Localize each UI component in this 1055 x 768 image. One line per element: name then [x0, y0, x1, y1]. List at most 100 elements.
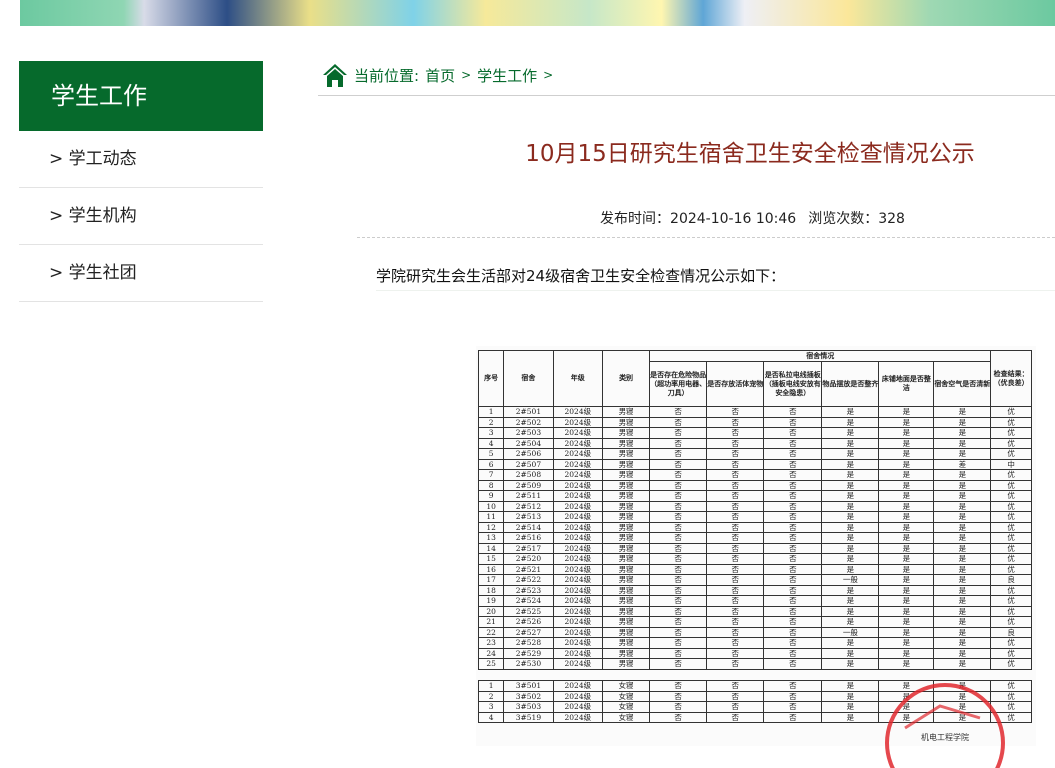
- table-cell: 否: [649, 690, 708, 702]
- table-cell: 优: [990, 490, 1032, 502]
- table-cell: 2024级: [552, 647, 603, 659]
- table-cell: 2#509: [503, 479, 554, 491]
- table-cell: 否: [706, 680, 765, 692]
- table-cell: 否: [763, 511, 823, 523]
- table-cell: 2024级: [552, 500, 603, 512]
- table-cell: 否: [649, 511, 708, 523]
- table-cell: 2024级: [552, 711, 603, 723]
- sidebar-item-organizations[interactable]: > 学生机构: [19, 188, 263, 245]
- table-row: 15 2#520 2024级 男寝否否否是是是优: [477, 553, 1032, 565]
- header-cell: 序号: [477, 350, 505, 407]
- header-banner: [20, 0, 1055, 26]
- table-cell: 否: [706, 553, 765, 565]
- table-cell: 是: [878, 511, 935, 523]
- table-cell: 2#503: [503, 427, 554, 439]
- table-cell: 否: [649, 532, 708, 544]
- table-cell: 2024级: [552, 406, 603, 418]
- table-cell: 是: [821, 701, 880, 713]
- table-cell: 2#529: [503, 647, 554, 659]
- table-cell: 是: [933, 647, 992, 659]
- table-cell: 否: [649, 637, 708, 649]
- table-cell: 否: [649, 701, 708, 713]
- table-cell: 一般: [821, 626, 880, 638]
- table-cell: 否: [649, 584, 708, 596]
- table-cell: 13: [477, 532, 505, 544]
- table-cell: 否: [763, 637, 823, 649]
- table-cell: 4: [477, 711, 505, 723]
- table-cell: 是: [933, 595, 992, 607]
- table-cell: 是: [878, 542, 935, 554]
- header-cell: 检查结果：（优良差）: [990, 350, 1032, 407]
- table-cell: 男寝: [601, 542, 651, 554]
- table-cell: 否: [706, 542, 765, 554]
- table-cell: 2024级: [552, 626, 603, 638]
- table-cell: 是: [878, 574, 935, 586]
- table-row: 5 2#506 2024级 男寝否否否是是是优: [477, 448, 1032, 460]
- table-row: 24 2#529 2024级 男寝否否否是是是优: [477, 647, 1032, 659]
- breadcrumb-section[interactable]: 学生工作: [477, 66, 538, 85]
- table-cell: 优: [990, 500, 1032, 512]
- table-cell: 10: [477, 500, 505, 512]
- breadcrumb: 当前位置: 首页 > 学生工作 >: [322, 60, 553, 90]
- table-cell: 2024级: [552, 563, 603, 575]
- table-cell: 优: [990, 437, 1032, 449]
- table-cell: 是: [878, 427, 935, 439]
- table-cell: 是: [878, 521, 935, 533]
- table-row: 9 2#511 2024级 男寝否否否是是是优: [477, 490, 1032, 502]
- table-cell: 否: [706, 521, 765, 533]
- table-cell: 2024级: [552, 690, 603, 702]
- table-row: 10 2#512 2024级 男寝否否否是是是优: [477, 500, 1032, 512]
- table-cell: 否: [763, 427, 823, 439]
- table-cell: 否: [649, 553, 708, 565]
- breadcrumb-prefix: 当前位置:: [354, 66, 420, 85]
- seal-text: 机电工程学院: [921, 732, 969, 742]
- table-cell: 男寝: [601, 500, 651, 512]
- table-cell: 是: [878, 479, 935, 491]
- table-cell: 22: [477, 626, 505, 638]
- table-cell: 否: [706, 690, 765, 702]
- table-cell: 否: [763, 658, 823, 670]
- table-cell: 是: [878, 647, 935, 659]
- table-row: 11 2#513 2024级 男寝否否否是是是优: [477, 511, 1032, 523]
- table-cell: 是: [878, 616, 935, 628]
- table-row: 7 2#508 2024级 男寝否否否是是是优: [477, 469, 1032, 481]
- table-cell: 男寝: [601, 532, 651, 544]
- table-cell: 2#530: [503, 658, 554, 670]
- table-cell: 否: [763, 626, 823, 638]
- table-cell: 是: [933, 437, 992, 449]
- table-cell: 否: [706, 500, 765, 512]
- table-cell: 2#513: [503, 511, 554, 523]
- table-cell: 2024级: [552, 616, 603, 628]
- table-cell: 否: [763, 690, 823, 702]
- table-cell: 是: [933, 521, 992, 533]
- table-row: 14 2#517 2024级 男寝否否否是是是优: [477, 542, 1032, 554]
- table-cell: 否: [706, 490, 765, 502]
- table-cell: 优: [990, 563, 1032, 575]
- table-cell: 否: [706, 647, 765, 659]
- table-cell: 优: [990, 511, 1032, 523]
- table-cell: 23: [477, 637, 505, 649]
- table-cell: 男寝: [601, 563, 651, 575]
- table-cell: 否: [763, 584, 823, 596]
- table-cell: 否: [763, 500, 823, 512]
- table-cell: 女寝: [601, 690, 651, 702]
- table-cell: 否: [763, 563, 823, 575]
- divider: [376, 290, 1055, 291]
- table-cell: 是: [933, 427, 992, 439]
- breadcrumb-home[interactable]: 首页: [425, 66, 456, 85]
- table-cell: 女寝: [601, 701, 651, 713]
- table-cell: 18: [477, 584, 505, 596]
- table-cell: 优: [990, 479, 1032, 491]
- table-cell: 男寝: [601, 437, 651, 449]
- article-intro: 学院研究生会生活部对24级宿舍卫生安全检查情况公示如下：: [376, 267, 786, 285]
- sidebar-item-clubs[interactable]: > 学生社团: [19, 245, 263, 302]
- table-cell: 是: [821, 637, 880, 649]
- sidebar-item-news[interactable]: > 学工动态: [19, 131, 263, 188]
- table-cell: 2024级: [552, 701, 603, 713]
- table-cell: 2#527: [503, 626, 554, 638]
- table-cell: 否: [706, 616, 765, 628]
- table-cell: 优: [990, 532, 1032, 544]
- table-row: 13 2#516 2024级 男寝否否否是是是优: [477, 532, 1032, 544]
- table-row: 25 2#530 2024级 男寝否否否是是是优: [477, 658, 1032, 670]
- table-cell: 否: [649, 416, 708, 428]
